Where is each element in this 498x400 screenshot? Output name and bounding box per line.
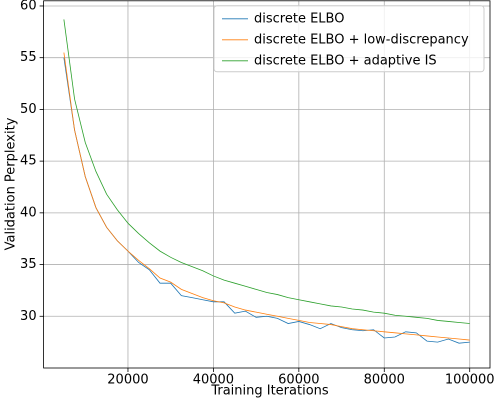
y-tick-label: 55 [20, 50, 37, 65]
y-tick-label: 35 [20, 257, 37, 272]
legend-box [213, 5, 485, 73]
legend-label: discrete ELBO + adaptive IS [254, 53, 437, 68]
legend-label: discrete ELBO [254, 11, 344, 26]
series-line [63, 52, 470, 341]
legend: discrete ELBO discrete ELBO + low-discrep… [213, 5, 485, 73]
x-axis-label: Training Iterations [210, 384, 329, 399]
x-tick-label: 60000 [278, 373, 319, 388]
legend-label: discrete ELBO + low-discrepancy [254, 32, 469, 47]
y-tick-label: 50 [20, 102, 37, 117]
y-tick-label: 30 [20, 309, 37, 324]
x-tick-label: 100000 [445, 373, 495, 388]
series-line [63, 19, 470, 324]
series-line [63, 57, 470, 344]
x-tick-label: 20000 [107, 373, 148, 388]
y-tick-label: 60 [20, 0, 37, 13]
plot-frame [43, 0, 491, 369]
x-tick-label: 80000 [364, 373, 405, 388]
y-tick-label: 40 [20, 205, 37, 220]
y-axis-label: Validation Perplexity [4, 117, 19, 250]
x-tick-label: 40000 [193, 373, 234, 388]
y-tick-label: 45 [20, 154, 37, 169]
